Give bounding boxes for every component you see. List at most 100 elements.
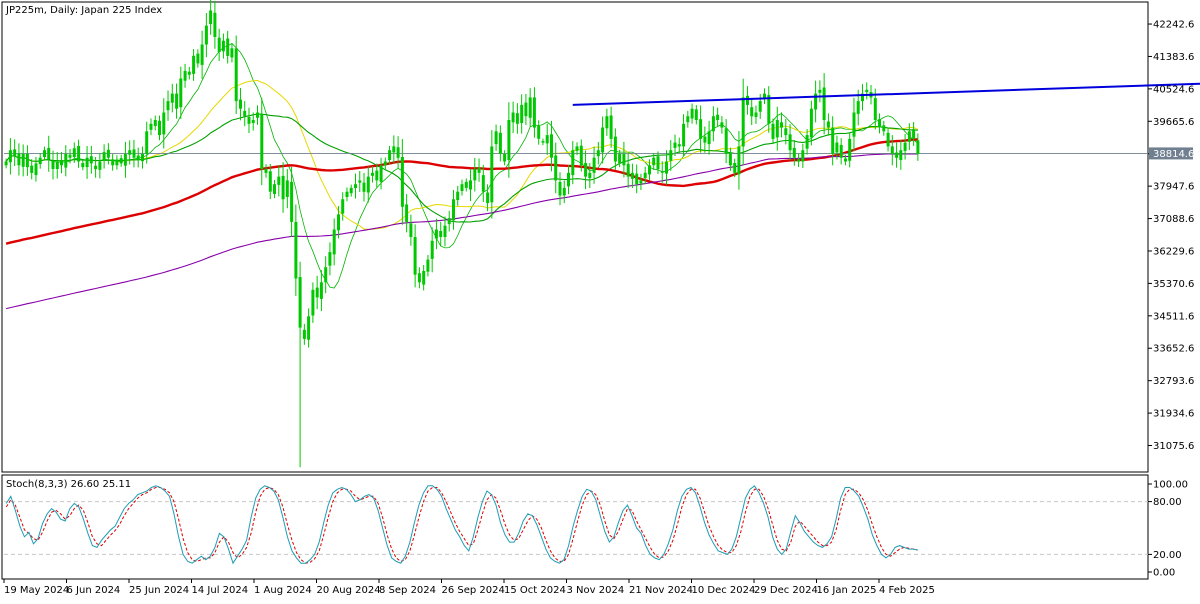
candle-body xyxy=(618,154,622,164)
candle-body xyxy=(788,134,792,151)
candle-body xyxy=(899,150,903,160)
date-tick-label: 4 Feb 2025 xyxy=(879,585,935,596)
candle-body xyxy=(21,154,25,167)
candle-body xyxy=(567,172,570,187)
candle-body xyxy=(486,192,490,204)
candle-body xyxy=(77,146,81,162)
candle-body xyxy=(170,93,174,103)
candle-body xyxy=(648,165,651,175)
candle-body xyxy=(158,120,161,136)
price-tick-label: 41383.6 xyxy=(1153,52,1194,63)
candle-body xyxy=(264,169,268,173)
candle-body xyxy=(68,154,72,158)
candle-body xyxy=(750,107,754,117)
candle-body xyxy=(285,180,289,197)
current-price-label: 38814.6 xyxy=(1153,149,1194,160)
candle-body xyxy=(4,161,8,166)
candle-body xyxy=(728,153,732,166)
candle-body xyxy=(392,146,396,153)
candle-body xyxy=(758,101,762,112)
candle-body xyxy=(652,157,656,166)
candle-body xyxy=(324,267,328,283)
date-tick-label: 3 Nov 2024 xyxy=(567,585,625,596)
candle-body xyxy=(852,112,856,137)
candle-body xyxy=(64,154,68,168)
price-tick-label: 37947.6 xyxy=(1153,182,1194,193)
price-tick-label: 36229.6 xyxy=(1153,246,1194,257)
candle-body xyxy=(298,277,302,328)
candle-body xyxy=(149,123,153,130)
candle-body xyxy=(422,271,426,285)
candle-body xyxy=(106,149,110,158)
candle-body xyxy=(8,150,12,163)
candle-body xyxy=(349,187,353,194)
candle-body xyxy=(805,135,809,149)
candle-body xyxy=(686,116,690,123)
candle-body xyxy=(43,150,46,157)
date-tick-label: 8 Sep 2024 xyxy=(379,585,436,596)
candle-body xyxy=(452,199,455,221)
candle-body xyxy=(123,154,127,166)
date-tick-label: 6 Jun 2024 xyxy=(67,585,121,596)
candle-body xyxy=(635,173,639,185)
candle-body xyxy=(132,149,136,158)
candle-body xyxy=(179,78,183,108)
candle-body xyxy=(319,282,323,299)
candle-body xyxy=(187,71,191,75)
candle-body xyxy=(311,289,315,316)
candle-body xyxy=(405,204,409,222)
candle-body xyxy=(213,12,217,38)
price-tick-label: 39665.6 xyxy=(1153,117,1194,128)
candle-body xyxy=(524,102,528,117)
candle-body xyxy=(494,131,498,145)
candle-body xyxy=(682,123,686,147)
candle-body xyxy=(724,128,728,154)
candle-body xyxy=(848,138,852,161)
stoch-tick-label: 80.00 xyxy=(1153,497,1182,508)
candle-body xyxy=(733,163,737,173)
date-tick-label: 25 Jun 2024 xyxy=(129,585,189,596)
candle-body xyxy=(396,147,400,158)
candle-body xyxy=(792,147,796,158)
candle-body xyxy=(341,199,345,214)
candle-body xyxy=(256,112,259,118)
candle-body xyxy=(13,149,17,156)
candle-body xyxy=(711,116,715,132)
main-panel-frame xyxy=(1,1,1149,473)
trend-line xyxy=(572,82,1200,106)
candle-body xyxy=(192,55,196,74)
candle-body xyxy=(47,147,51,160)
stoch-signal-line xyxy=(5,486,918,564)
trend-line-group xyxy=(572,82,1200,106)
candle-body xyxy=(699,119,703,139)
candle-body xyxy=(204,25,208,45)
candle-body xyxy=(409,223,413,237)
candle-body xyxy=(426,259,430,272)
candle-body xyxy=(656,156,660,169)
candle-body xyxy=(136,155,140,160)
candle-body xyxy=(490,146,494,203)
candle-body xyxy=(503,154,507,162)
candle-body xyxy=(443,225,447,237)
stoch-level-lines xyxy=(4,501,1148,555)
candle-body xyxy=(273,184,276,194)
date-tick-label: 1 Aug 2024 xyxy=(254,585,312,596)
candle-body xyxy=(464,181,468,188)
candle-body xyxy=(141,154,144,162)
candle-body xyxy=(801,150,805,162)
candle-body xyxy=(183,70,187,81)
candle-body xyxy=(34,163,38,176)
date-tick-label: 15 Oct 2024 xyxy=(504,585,566,596)
candle-body xyxy=(673,142,677,148)
candle-body xyxy=(358,180,362,183)
date-tick-label: 29 Dec 2024 xyxy=(754,585,818,596)
candle-body xyxy=(166,101,170,111)
moving-averages xyxy=(4,42,1148,310)
candle-body xyxy=(400,157,404,207)
candle-body xyxy=(907,131,911,142)
candle-body xyxy=(605,116,609,129)
candle-body xyxy=(669,150,673,161)
candle-body xyxy=(243,110,247,117)
